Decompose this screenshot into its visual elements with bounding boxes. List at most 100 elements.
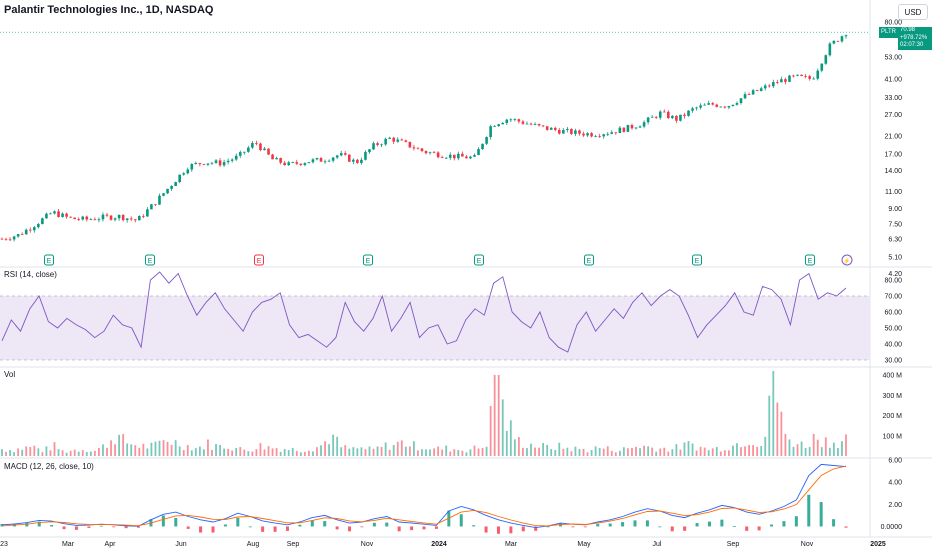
macd-histogram-bar — [732, 525, 736, 527]
volume-bar — [437, 446, 440, 456]
price-candle — [562, 129, 565, 134]
rsi-pane-label: RSI (14, close) — [4, 270, 57, 279]
macd-histogram-bar — [372, 522, 376, 527]
price-candle — [658, 111, 662, 118]
earnings-marker-icon — [584, 254, 594, 266]
volume-bar — [832, 442, 835, 456]
time-axis-tick: Jul — [653, 541, 662, 548]
volume-bar — [453, 449, 456, 456]
volume-bar — [243, 449, 246, 456]
price-candle — [89, 219, 93, 221]
volume-bar — [651, 447, 654, 456]
price-candle — [113, 218, 117, 220]
volume-bar — [445, 445, 448, 456]
bar-countdown: 02:07:30 — [900, 42, 924, 48]
price-candle — [267, 148, 270, 155]
macd-histogram-bar — [832, 519, 836, 527]
macd-histogram-bar — [484, 526, 488, 533]
price-candle — [727, 106, 731, 108]
macd-histogram-bar — [645, 520, 649, 527]
price-axis-tick: 21.00 — [884, 134, 902, 141]
volume-bar — [550, 448, 553, 456]
time-axis-tick: May — [577, 541, 591, 548]
volume-bar — [598, 447, 601, 456]
price-candle — [24, 229, 28, 235]
price-candle — [319, 158, 323, 162]
volume-bar — [194, 448, 197, 456]
price-candle — [105, 214, 109, 216]
volume-bar — [667, 451, 670, 456]
time-axis-tick: Jun — [175, 541, 186, 548]
volume-bar — [17, 448, 20, 456]
price-axis-tick: 53.00 — [884, 55, 902, 62]
volume-bar — [413, 441, 415, 456]
volume-bar — [493, 375, 496, 456]
earnings-marker-label: E — [47, 258, 52, 265]
volume-bar — [41, 452, 44, 456]
volume-bar — [344, 445, 347, 456]
volume-bar — [703, 447, 706, 456]
price-candle — [384, 138, 387, 145]
volume-axis-tick: 100 M — [883, 433, 903, 440]
earnings-marker-icon — [363, 254, 373, 266]
price-candle — [109, 215, 113, 220]
volume-bar — [368, 446, 371, 456]
price-candle — [812, 78, 815, 80]
macd-histogram-bar — [186, 526, 190, 529]
volume-bar — [489, 405, 492, 456]
volume-bar — [756, 446, 759, 456]
macd-histogram-bar — [583, 526, 587, 528]
volume-bar — [719, 451, 722, 456]
volume-bar — [449, 451, 452, 456]
rsi-axis-tick: 30.00 — [884, 358, 902, 365]
price-candle — [501, 122, 505, 125]
volume-bar — [312, 451, 314, 456]
price-candle — [41, 218, 44, 225]
volume-bar — [659, 448, 662, 456]
price-candle — [376, 143, 379, 146]
price-candle — [796, 74, 799, 76]
price-candle — [154, 204, 157, 206]
volume-bar — [574, 446, 577, 456]
macd-histogram-bar — [608, 523, 612, 527]
macd-histogram-bar — [310, 520, 314, 527]
price-candle — [380, 144, 383, 146]
price-candle — [162, 193, 165, 196]
volume-bar — [546, 444, 549, 456]
price-candle — [125, 218, 129, 221]
price-candle — [634, 127, 638, 129]
price-candle — [412, 147, 416, 149]
macd-histogram-bar — [87, 526, 91, 528]
macd-histogram-bar — [472, 525, 476, 527]
earnings-marker-label: E — [477, 258, 482, 265]
volume-bar — [841, 441, 843, 456]
volume-bar — [21, 449, 24, 456]
price-candle — [53, 211, 56, 214]
price-candle — [408, 141, 412, 148]
price-candle — [485, 137, 488, 144]
volume-bar — [639, 448, 641, 456]
volume-bar — [65, 452, 68, 456]
rsi-axis-tick: 40.00 — [884, 342, 902, 349]
dividend-marker-icon — [841, 254, 853, 266]
price-candle — [331, 157, 335, 161]
price-candle — [654, 116, 658, 118]
price-candle — [69, 216, 72, 218]
currency-selector[interactable]: USD — [898, 4, 928, 20]
volume-bar — [647, 446, 650, 456]
price-candle — [735, 103, 739, 105]
price-candle — [832, 40, 836, 44]
volume-bar — [473, 445, 476, 456]
price-candle — [820, 63, 824, 71]
macd-histogram-bar — [397, 526, 401, 532]
volume-bar — [497, 375, 500, 456]
price-candle — [57, 211, 60, 217]
volume-bar — [166, 441, 169, 456]
price-candle — [703, 104, 706, 106]
macd-axis-tick: 4.00 — [888, 480, 902, 487]
price-candle — [517, 119, 521, 122]
volume-bar — [469, 449, 472, 456]
price-candle — [578, 130, 581, 134]
macd-histogram-bar — [496, 526, 500, 534]
volume-bar — [106, 447, 108, 456]
